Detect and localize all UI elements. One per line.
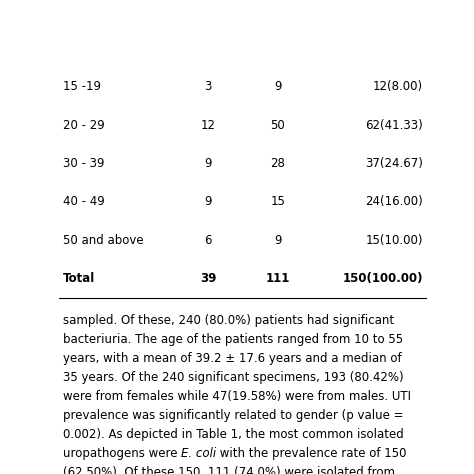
Text: 40 - 49: 40 - 49 [63, 195, 105, 209]
Text: 3: 3 [204, 81, 212, 93]
Text: 20 - 29: 20 - 29 [63, 119, 105, 132]
Text: 9: 9 [204, 195, 212, 209]
Text: 150(100.00): 150(100.00) [342, 272, 423, 285]
Text: 15(10.00): 15(10.00) [365, 234, 423, 247]
Text: years, with a mean of 39.2 ± 17.6 years and a median of: years, with a mean of 39.2 ± 17.6 years … [63, 352, 401, 365]
Text: bacteriuria. The age of the patients ranged from 10 to 55: bacteriuria. The age of the patients ran… [63, 333, 403, 346]
Text: 6: 6 [204, 234, 212, 247]
Text: 12(8.00): 12(8.00) [373, 81, 423, 93]
Text: 9: 9 [204, 157, 212, 170]
Text: were from females while 47(19.58%) were from males. UTI: were from females while 47(19.58%) were … [63, 390, 411, 403]
Text: 24(16.00): 24(16.00) [365, 195, 423, 209]
Text: 15: 15 [270, 195, 285, 209]
Text: 9: 9 [274, 234, 282, 247]
Text: 37(24.67): 37(24.67) [365, 157, 423, 170]
Text: 0.002). As depicted in Table 1, the most common isolated: 0.002). As depicted in Table 1, the most… [63, 428, 404, 441]
Text: 111: 111 [265, 272, 290, 285]
Text: 50 and above: 50 and above [63, 234, 144, 247]
Text: prevalence was significantly related to gender (p value =: prevalence was significantly related to … [63, 409, 403, 422]
Text: 9: 9 [274, 81, 282, 93]
Text: with the prevalence rate of 150: with the prevalence rate of 150 [216, 447, 407, 460]
Text: 28: 28 [270, 157, 285, 170]
Text: 39: 39 [200, 272, 216, 285]
Text: uropathogens were: uropathogens were [63, 447, 181, 460]
Text: 12: 12 [201, 119, 216, 132]
Text: Total: Total [63, 272, 95, 285]
Text: 30 - 39: 30 - 39 [63, 157, 104, 170]
Text: 62(41.33): 62(41.33) [365, 119, 423, 132]
Text: sampled. Of these, 240 (80.0%) patients had significant: sampled. Of these, 240 (80.0%) patients … [63, 314, 394, 327]
Text: (62.50%). Of these 150, 111 (74.0%) were isolated from: (62.50%). Of these 150, 111 (74.0%) were… [63, 466, 395, 474]
Text: 50: 50 [271, 119, 285, 132]
Text: 15 -19: 15 -19 [63, 81, 101, 93]
Text: E. coli: E. coli [181, 447, 216, 460]
Text: 35 years. Of the 240 significant specimens, 193 (80.42%): 35 years. Of the 240 significant specime… [63, 371, 403, 384]
